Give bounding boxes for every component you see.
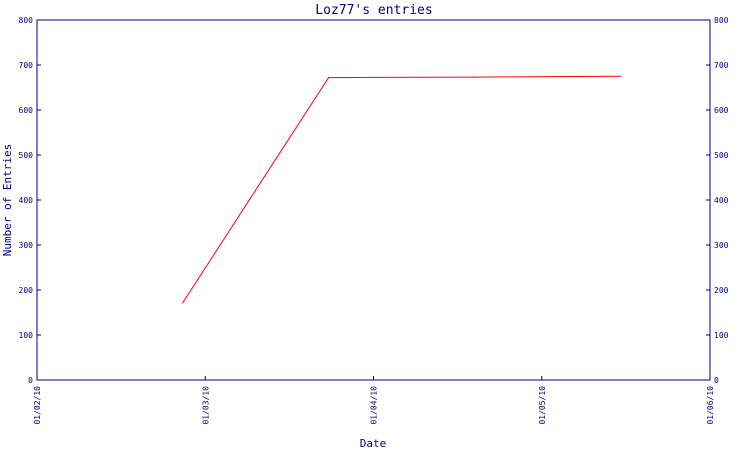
x-axis: 01/02/10 01/03/10 01/04/10 01/05/10 01/06/10	[33, 376, 715, 425]
y-tick-label: 0	[714, 376, 719, 385]
y-tick-label: 400	[714, 196, 729, 205]
y-tick-label: 0	[28, 376, 33, 385]
y-tick-label: 500	[714, 151, 729, 160]
y-tick-label: 300	[19, 241, 34, 250]
y-axis-label: Number of Entries	[1, 144, 14, 257]
data-point	[619, 75, 621, 77]
y-tick-label: 700	[714, 61, 729, 70]
y-tick-label: 200	[714, 286, 729, 295]
y-tick-label: 100	[19, 331, 34, 340]
y-tick-label: 800	[19, 16, 34, 25]
y-tick-label: 500	[19, 151, 34, 160]
series-group	[182, 75, 621, 304]
series-line	[182, 75, 621, 303]
y-tick-label: 600	[19, 106, 34, 115]
x-tick-label: 01/02/10	[33, 386, 42, 425]
y-tick-label: 300	[714, 241, 729, 250]
x-tick-label: 01/06/10	[706, 386, 715, 425]
x-tick-label: 01/03/10	[201, 386, 210, 425]
chart-title: Loz77's entries	[315, 3, 432, 18]
data-point	[328, 77, 330, 79]
y-tick-label: 800	[714, 16, 729, 25]
y-axis-right: 0 100 200 300 400 500 600 700 800	[706, 16, 729, 385]
y-tick-label: 100	[714, 331, 729, 340]
y-tick-label: 600	[714, 106, 729, 115]
y-tick-label: 400	[19, 196, 34, 205]
x-axis-label: Date	[360, 437, 387, 450]
data-point	[182, 302, 184, 304]
y-tick-label: 700	[19, 61, 34, 70]
plot-area-frame	[36, 19, 711, 381]
x-tick-label: 01/05/10	[538, 386, 547, 425]
y-axis-left: 0 100 200 300 400 500 600 700 800	[19, 16, 41, 385]
x-tick-label: 01/04/10	[370, 386, 379, 425]
data-point	[473, 76, 476, 78]
y-tick-label: 200	[19, 286, 34, 295]
